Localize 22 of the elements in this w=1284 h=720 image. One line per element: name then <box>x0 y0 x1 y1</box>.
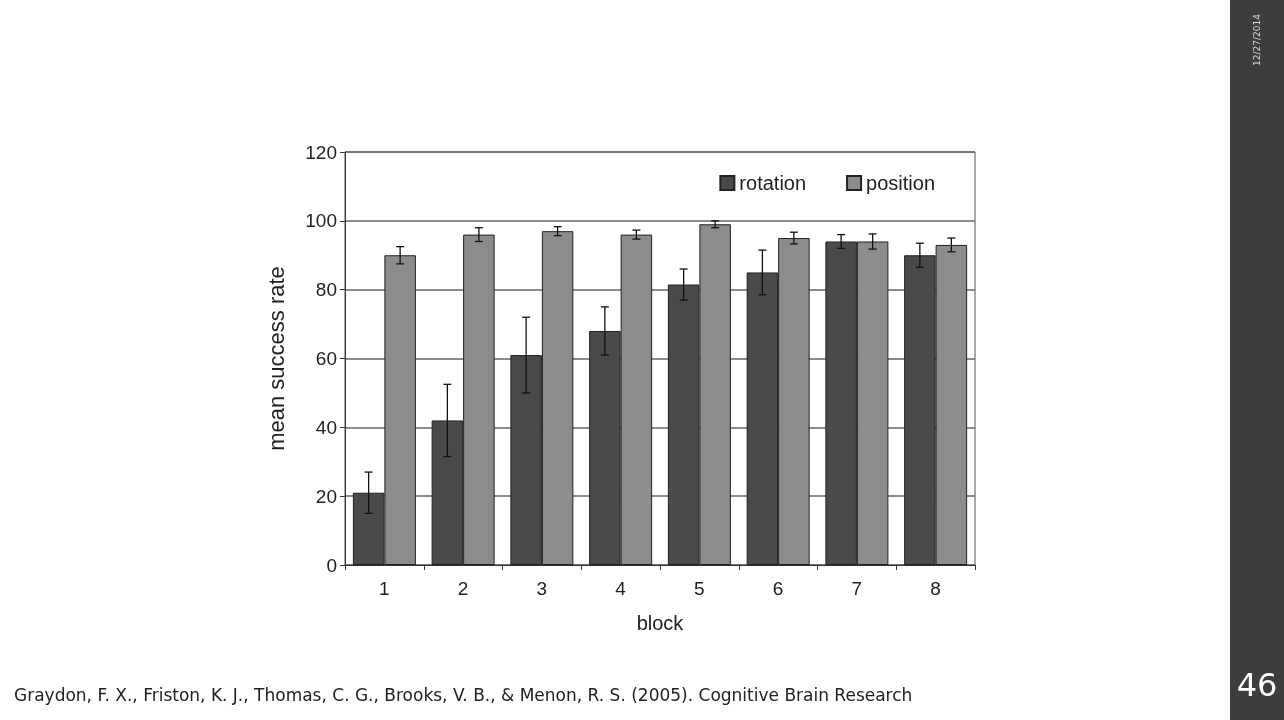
text: 12/27/2014 <box>1252 14 1262 66</box>
y-tick-label: 0 <box>326 554 337 576</box>
x-axis-title: block <box>636 612 685 634</box>
x-tick-label: 7 <box>851 578 863 599</box>
y-axis-title: mean success rate <box>263 266 289 451</box>
y-tick-label: 40 <box>315 416 337 438</box>
x-tick-label: 8 <box>930 578 941 599</box>
text: Graydon, F. X., Friston, K. J., Thomas, C. G., Brooks, V. B., & Menon, R. S. (2005). Cognitive Brain Research <box>14 685 913 705</box>
y-tick-label: 80 <box>315 279 337 301</box>
x-tick-label: 2 <box>457 578 469 599</box>
text: 46 <box>1235 666 1279 704</box>
y-tick-label: 100 <box>305 210 337 232</box>
x-tick-label: 1 <box>379 578 390 599</box>
x-tick-label: 5 <box>694 578 705 599</box>
y-tick-label: 120 <box>305 141 337 163</box>
legend-label: position <box>866 172 935 194</box>
y-tick-label: 20 <box>315 485 337 507</box>
x-tick-label: 6 <box>772 578 784 599</box>
x-tick-label: 3 <box>536 578 548 599</box>
legend-label: rotation <box>739 172 807 194</box>
y-tick-label: 60 <box>315 348 337 369</box>
x-tick-label: 4 <box>615 578 627 599</box>
